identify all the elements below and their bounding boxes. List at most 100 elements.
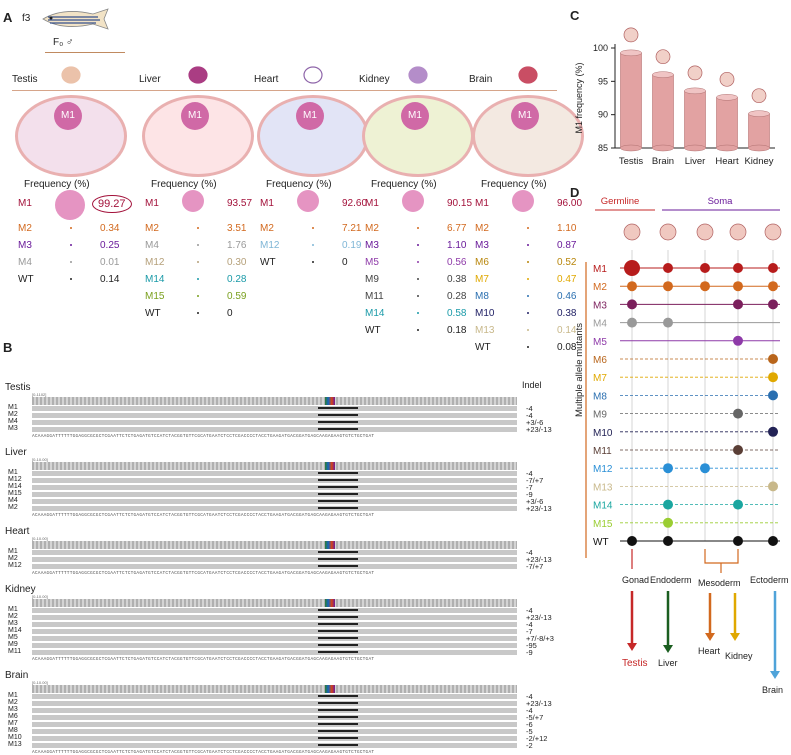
- indel-value: +23/-13: [526, 699, 552, 708]
- multiple-allele-diagram: Germline Soma Multiple allele mutants M1 M2 M…: [574, 196, 789, 695]
- organ-icon: [687, 65, 703, 81]
- deletion-bar: [318, 493, 358, 495]
- igv-track-label: M10: [8, 734, 22, 741]
- reference-sequence: ACAAAGGATTTTTTGGAGGCGCGCTCGAATTCTCTGAGAT…: [32, 571, 375, 576]
- deletion-bar: [318, 644, 358, 646]
- m1-frequency-dot: [512, 190, 534, 212]
- igv-read-track: [32, 406, 517, 411]
- coverage-track: [32, 685, 517, 693]
- m1-frequency-dot: [402, 190, 424, 212]
- igv-track-label: M9: [8, 641, 18, 648]
- bar-base: [748, 144, 770, 152]
- deletion-bar: [318, 421, 358, 423]
- igv-read-track: [32, 478, 517, 483]
- mutant-label: M2: [365, 223, 379, 234]
- bar: [652, 74, 674, 149]
- tissue-column-icon: [696, 223, 714, 241]
- frequency-value: 93.57: [227, 198, 253, 209]
- igv-track-label: M2: [8, 699, 18, 706]
- frequency-value: 0.58: [447, 308, 467, 319]
- frequency-value: 0.18: [447, 325, 467, 336]
- mutant-dot: [733, 445, 743, 455]
- variant-colors: [325, 397, 335, 405]
- kidney-organ-icon: [405, 64, 431, 86]
- mutant-label: M14: [365, 308, 385, 319]
- igv-read-track: [32, 701, 517, 706]
- indel-value: -9: [526, 490, 533, 499]
- frequency-value: 99.27: [92, 195, 132, 213]
- mutant-dot: [663, 517, 673, 528]
- mutant-label: M2: [475, 223, 489, 234]
- igv-read-track: [32, 564, 517, 569]
- indel-header: Indel: [522, 380, 542, 390]
- minor-frequency-dot: [417, 295, 419, 297]
- minor-frequency-dot: [312, 261, 314, 263]
- igv-group-liver: Liver: [5, 447, 27, 458]
- heart-arrow-head: [705, 633, 715, 641]
- minor-frequency-dot: [197, 227, 199, 229]
- deletion-bar: [318, 609, 358, 611]
- frequency-value: 1.76: [227, 240, 247, 251]
- founder-label: F₀ ♂: [53, 37, 74, 48]
- igv-read-track: [32, 615, 517, 620]
- coverage-range: [0-10.00]: [32, 536, 48, 541]
- igv-read-track: [32, 427, 517, 432]
- heart-outcome: Heart: [698, 646, 721, 656]
- mutant-label: M14: [145, 274, 165, 285]
- igv-track-label: M14: [8, 483, 22, 490]
- coverage-track: [32, 599, 517, 607]
- mutant-label: M5: [365, 257, 379, 268]
- igv-track-label: M5: [8, 634, 18, 641]
- bar: [684, 90, 706, 149]
- mutant-label: M12: [145, 257, 165, 268]
- panel-b: Indel Testis [0-1102] M1 -4 M2 -4 M4 +3/-6 M3 +23…: [0, 340, 560, 755]
- y-tick-label: 90: [598, 110, 608, 120]
- mesoderm-label: Mesoderm: [698, 578, 741, 588]
- indel-value: -4: [526, 469, 533, 478]
- minor-frequency-dot: [527, 312, 529, 314]
- coverage-range: [0-1102]: [32, 392, 47, 397]
- igv-read-track: [32, 499, 517, 504]
- minor-frequency-dot: [527, 244, 529, 246]
- deletion-bar: [318, 623, 358, 625]
- bar-base: [716, 144, 738, 152]
- mutant-label: WT: [260, 257, 276, 268]
- igv-group-testis: Testis: [5, 382, 31, 393]
- mutant-dot: [733, 263, 743, 273]
- minor-frequency-dot: [417, 312, 419, 314]
- mutant-label: M8: [475, 291, 489, 302]
- minor-frequency-dot: [527, 329, 529, 331]
- igv-track-label: M7: [8, 720, 18, 727]
- mutant-label: M15: [145, 291, 165, 302]
- frequency-value: 0.14: [557, 325, 577, 336]
- mutant-dot: [663, 281, 673, 292]
- mutant-dot: [768, 536, 778, 546]
- mutant-label: M13: [475, 325, 495, 336]
- igv-track-label: M2: [8, 504, 18, 511]
- deletion-bar: [318, 709, 358, 711]
- frequency-value: 92.60: [342, 198, 368, 209]
- deletion-bar: [318, 702, 358, 704]
- mutant-label: M4: [18, 257, 32, 268]
- mutant-label: M2: [18, 223, 32, 234]
- frequency-value: 6.77: [447, 223, 467, 234]
- mutant-dot: [627, 281, 637, 292]
- deletion-bar: [318, 414, 358, 416]
- testis-outcome: Testis: [622, 658, 648, 669]
- mutant-dot: [733, 335, 743, 346]
- minor-frequency-dot: [197, 312, 199, 314]
- indel-value: -7: [526, 483, 533, 492]
- mutant-row-label: M10: [593, 428, 613, 439]
- frequency-value: 0.30: [227, 257, 247, 268]
- frequency-value: 90.15: [447, 198, 473, 209]
- founder-underline: [45, 52, 125, 53]
- igv-read-track: [32, 708, 517, 713]
- brain-organ-icon: [515, 64, 541, 86]
- igv-track-label: M6: [8, 713, 18, 720]
- panel-letter-a: A: [3, 10, 13, 25]
- brain-arrow-head: [770, 671, 780, 679]
- endoderm-label: Endoderm: [650, 575, 692, 585]
- deletion-bar: [318, 695, 358, 697]
- igv-track-label: M3: [8, 706, 18, 713]
- tissue-name-testis: Testis: [12, 74, 38, 85]
